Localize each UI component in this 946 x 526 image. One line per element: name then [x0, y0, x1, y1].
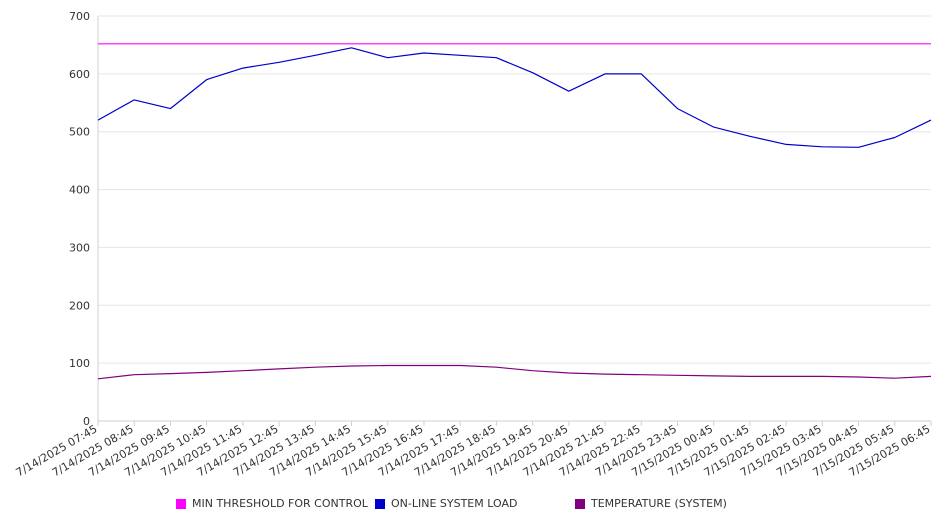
- series-line-1: [97, 47, 932, 148]
- y-tick-label-2: 200: [69, 299, 90, 312]
- legend-swatch-threshold: [176, 498, 186, 509]
- series-line-2: [97, 364, 932, 380]
- y-tick-label-3: 300: [69, 241, 90, 254]
- y-tick-label-6: 600: [69, 68, 90, 81]
- y-tick-label-5: 500: [69, 126, 90, 139]
- legend-label-temperature: TEMPERATURE (SYSTEM): [591, 497, 727, 510]
- legend-label-load: ON-LINE SYSTEM LOAD: [391, 497, 518, 510]
- legend-swatch-temperature: [575, 498, 585, 509]
- legend-item-threshold: MIN THRESHOLD FOR CONTROL: [176, 497, 368, 510]
- y-tick-label-0: 0: [83, 415, 90, 428]
- y-tick-label-4: 400: [69, 184, 90, 197]
- legend-item-load: ON-LINE SYSTEM LOAD: [375, 497, 517, 510]
- legend: MIN THRESHOLD FOR CONTROL ON-LINE SYSTEM…: [0, 497, 946, 517]
- legend-label-threshold: MIN THRESHOLD FOR CONTROL: [192, 497, 368, 510]
- legend-swatch-load: [375, 498, 385, 509]
- y-tick-label-7: 700: [69, 10, 90, 23]
- y-tick-label-1: 100: [69, 357, 90, 370]
- legend-item-temperature: TEMPERATURE (SYSTEM): [575, 497, 727, 510]
